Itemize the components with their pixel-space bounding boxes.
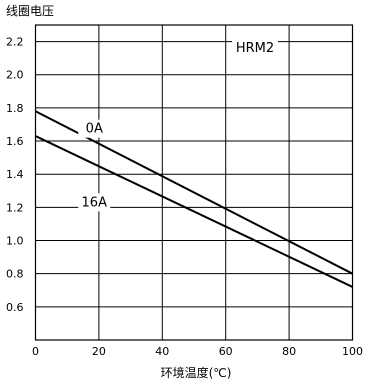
x-tick-labels: 0 20 40 60 80 100	[32, 345, 363, 358]
y-tick-labels: 0.6 0.8 1.0 1.2 1.4 1.6 1.8 2.0 2.2	[6, 36, 24, 314]
series-label-bg-16A	[78, 193, 111, 212]
series-label-bg-0A	[78, 119, 111, 138]
y-tick-label: 1.6	[6, 135, 24, 148]
y-tick-label: 1.8	[6, 102, 24, 115]
model-annotation: HRM2	[236, 41, 274, 56]
model-annotation-group: HRM2	[232, 38, 278, 56]
x-tick-label: 80	[282, 345, 296, 358]
series-lines	[35, 110, 353, 288]
y-tick-label: 2.2	[6, 36, 24, 49]
y-tick-label: 1.2	[6, 201, 24, 214]
x-tick-label: 100	[342, 345, 363, 358]
x-tick-label: 20	[92, 345, 106, 358]
series-label-0A: 0A	[86, 122, 103, 137]
grid-lines	[35, 25, 353, 340]
y-tick-label: 1.0	[6, 235, 24, 248]
series-label-16A: 16A	[82, 195, 108, 210]
series-line-16A	[35, 135, 353, 288]
y-tick-label: 2.0	[6, 69, 24, 82]
x-axis-title: 环境温度(℃)	[161, 365, 232, 380]
x-tick-label: 40	[155, 345, 169, 358]
model-annotation-bg	[232, 38, 278, 56]
y-tick-label: 1.4	[6, 168, 24, 181]
x-tick-label: 0	[32, 345, 39, 358]
x-tick-label: 60	[219, 345, 233, 358]
series-labels: 0A 16A	[78, 119, 111, 212]
plot-frame	[34, 24, 354, 341]
y-tick-label: 0.8	[6, 268, 24, 281]
y-tick-label: 0.6	[6, 301, 24, 314]
y-axis-title: 线圈电压	[6, 4, 54, 18]
series-line-0A	[35, 110, 353, 275]
